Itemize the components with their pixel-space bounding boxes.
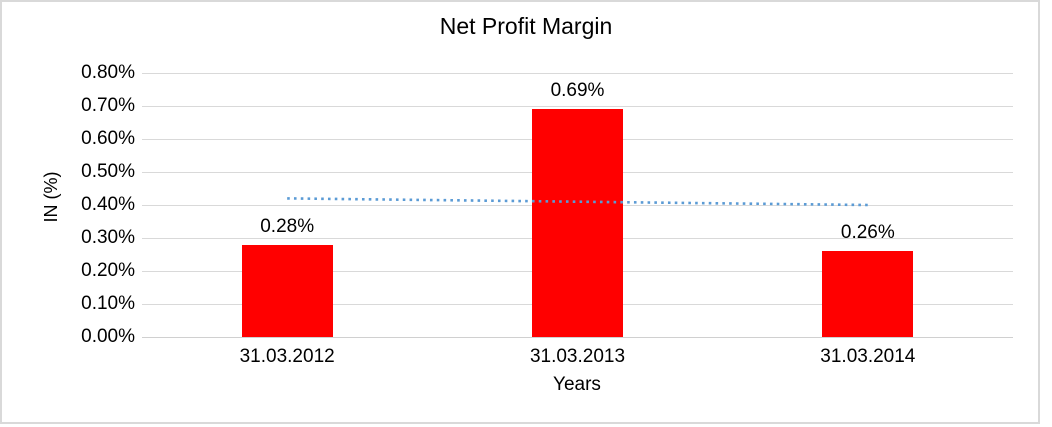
- y-tick-label: 0.20%: [81, 260, 135, 281]
- y-tick-label: 0.50%: [81, 161, 135, 182]
- y-tick-label: 0.40%: [81, 194, 135, 215]
- bar: [822, 251, 914, 337]
- y-tick-label: 0.70%: [81, 95, 135, 116]
- bar-data-label: 0.69%: [550, 80, 605, 102]
- x-category-label: 31.03.2014: [820, 346, 916, 367]
- bar: [241, 244, 333, 337]
- chart-title: Net Profit Margin: [439, 13, 613, 39]
- x-axis-title: Years: [553, 374, 601, 395]
- x-category-label: 31.03.2012: [239, 346, 335, 367]
- x-axis-line: [142, 336, 1013, 338]
- bar-data-label: 0.26%: [840, 222, 895, 244]
- y-tick-label: 0.80%: [81, 62, 135, 83]
- y-gridline: [142, 72, 1013, 74]
- x-category-label: 31.03.2013: [529, 346, 626, 367]
- y-tick-label: 0.10%: [81, 293, 135, 314]
- y-tick-label: 0.30%: [81, 227, 135, 248]
- y-tick-label: 0.60%: [81, 128, 135, 149]
- y-gridline: [142, 105, 1013, 107]
- bar: [532, 109, 623, 337]
- bar-data-label: 0.28%: [260, 215, 315, 237]
- y-tick-label: 0.00%: [81, 326, 135, 347]
